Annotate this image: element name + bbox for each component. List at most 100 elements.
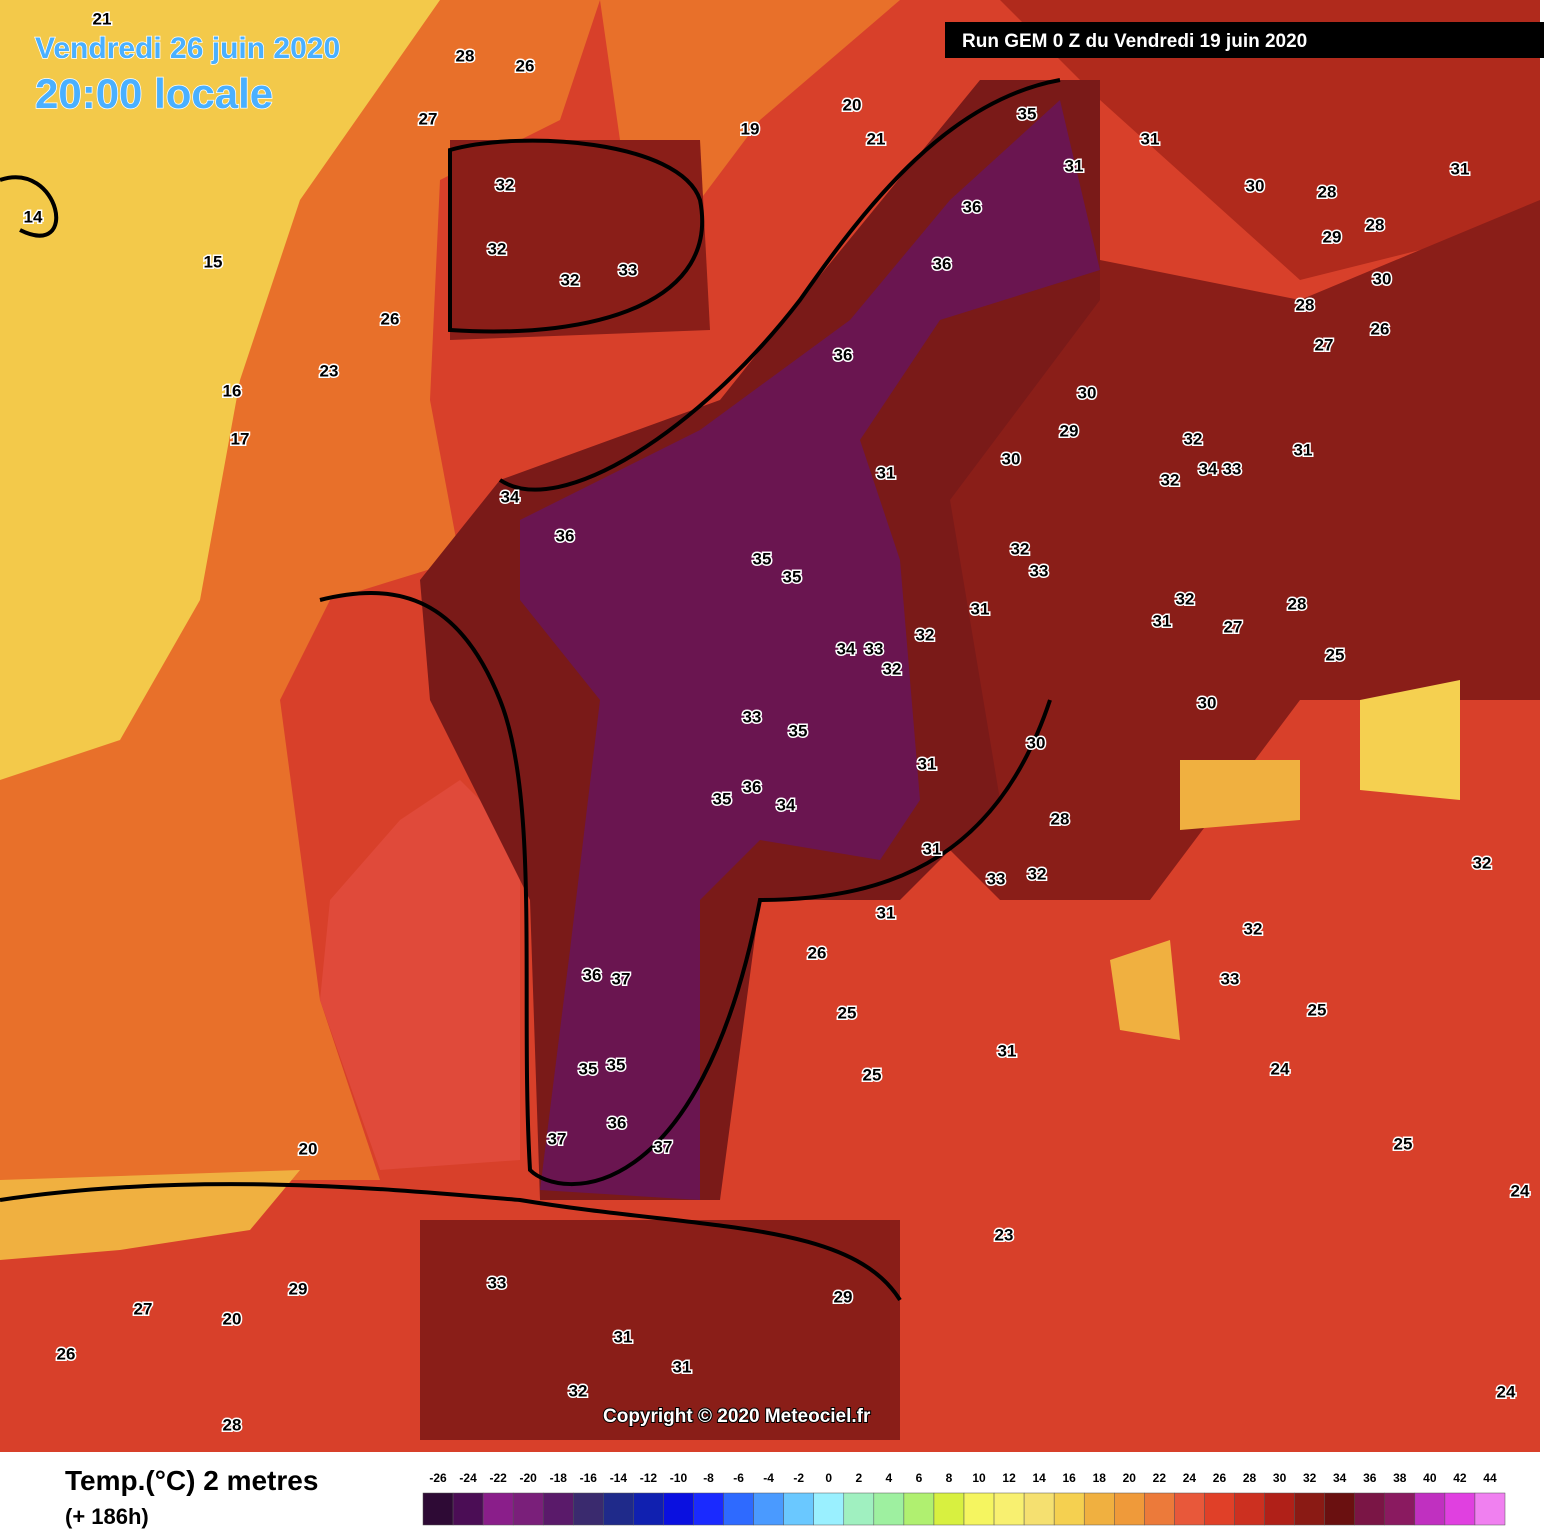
temperature-label: 36 — [743, 777, 762, 796]
temperature-label: 32 — [496, 175, 515, 194]
temperature-label: 30 — [1198, 693, 1217, 712]
scale-cell — [933, 1492, 965, 1526]
temperature-label: 16 — [223, 381, 242, 400]
scale-tick-label: 40 — [1423, 1471, 1437, 1485]
scale-cell — [573, 1492, 604, 1526]
scale-cell — [1294, 1492, 1325, 1526]
scale-cell — [873, 1492, 905, 1526]
scale-tick-label: 26 — [1213, 1471, 1227, 1485]
scale-cell — [1083, 1492, 1115, 1526]
temperature-label: 31 — [1451, 159, 1470, 178]
temperature-label: 26 — [516, 56, 535, 75]
legend-title: Temp.(°C) 2 metres — [65, 1465, 318, 1496]
temperature-label: 32 — [488, 239, 507, 258]
temperature-label: 35 — [753, 549, 772, 568]
valid-time: 20:00 locale — [35, 70, 273, 117]
scale-tick-label: -24 — [459, 1471, 477, 1485]
scale-cell — [693, 1492, 724, 1526]
scale-tick-label: 12 — [1002, 1471, 1016, 1485]
valid-date: Vendredi 26 juin 2020 — [35, 32, 340, 65]
scale-tick-label: -8 — [703, 1471, 714, 1485]
scale-tick-label: 30 — [1273, 1471, 1287, 1485]
temperature-label: 24 — [1497, 1382, 1516, 1401]
temperature-label: 27 — [1315, 335, 1334, 354]
temperature-label: 36 — [556, 526, 575, 545]
temperature-label: 29 — [1323, 227, 1342, 246]
temperature-label: 33 — [865, 639, 884, 658]
scale-tick-label: 10 — [972, 1471, 986, 1485]
temperature-label: 31 — [998, 1041, 1017, 1060]
temperature-label: 32 — [1176, 589, 1195, 608]
temperature-label: 25 — [838, 1003, 857, 1022]
scale-cell — [1234, 1492, 1265, 1526]
scale-cell — [813, 1492, 845, 1526]
temperature-label: 19 — [741, 119, 760, 138]
temperature-label: 17 — [231, 429, 250, 448]
scale-tick-label: 38 — [1393, 1471, 1407, 1485]
scale-tick-label: 24 — [1183, 1471, 1197, 1485]
temperature-label: 28 — [1366, 215, 1385, 234]
temperature-label: 31 — [971, 599, 990, 618]
color-scale: -26 -24 -22 -20 -18 -16 -14 -12 -10 -8 -6 -4 -2 0 2 4 6 8… — [422, 1471, 1506, 1526]
scale-tick-label: 8 — [946, 1471, 953, 1485]
scale-cell — [723, 1492, 754, 1526]
scale-cell — [603, 1492, 634, 1526]
scale-cell — [663, 1492, 694, 1526]
temperature-label: 20 — [843, 95, 862, 114]
scale-tick-label: -4 — [763, 1471, 774, 1485]
temperature-label: 27 — [134, 1299, 153, 1318]
temperature-label: 31 — [923, 839, 942, 858]
temperature-label: 26 — [808, 943, 827, 962]
temperature-label: 36 — [583, 965, 602, 984]
scale-cell — [1414, 1492, 1446, 1526]
temperature-label: 31 — [877, 463, 896, 482]
temperature-label: 23 — [995, 1225, 1014, 1244]
scale-tick-label: -26 — [429, 1471, 447, 1485]
temperature-label: 31 — [918, 754, 937, 773]
temperature-label: 33 — [619, 260, 638, 279]
temperature-label: 33 — [1030, 561, 1049, 580]
scale-tick-label: -2 — [793, 1471, 804, 1485]
scale-tick-label: -20 — [520, 1471, 538, 1485]
scale-cell — [512, 1492, 544, 1526]
temperature-label: 28 — [223, 1415, 242, 1434]
scale-cell — [963, 1492, 995, 1526]
scale-tick-label: -18 — [550, 1471, 568, 1485]
scale-cell — [482, 1492, 514, 1526]
temperature-label: 34 — [1199, 459, 1218, 478]
scale-cell — [1053, 1492, 1085, 1526]
temperature-label: 31 — [1141, 129, 1160, 148]
scale-tick-label: 0 — [825, 1471, 832, 1485]
scale-tick-label: 18 — [1093, 1471, 1107, 1485]
scale-tick-label: 42 — [1453, 1471, 1467, 1485]
scale-tick-label: 6 — [916, 1471, 923, 1485]
temperature-label: 34 — [837, 639, 856, 658]
temperature-label: 32 — [916, 625, 935, 644]
forecast-lead: (+ 186h) — [65, 1504, 149, 1529]
scale-cell — [903, 1492, 935, 1526]
temperature-label: 32 — [569, 1381, 588, 1400]
scale-cell — [1264, 1492, 1295, 1526]
temperature-label: 35 — [789, 721, 808, 740]
run-banner — [945, 22, 1544, 58]
temperature-label: 33 — [1223, 459, 1242, 478]
temperature-label: 31 — [673, 1357, 692, 1376]
scale-tick-label: 4 — [886, 1471, 893, 1485]
temperature-label: 31 — [1065, 156, 1084, 175]
temperature-label: 25 — [1394, 1134, 1413, 1153]
temperature-label: 31 — [1294, 440, 1313, 459]
temperature-label: 33 — [987, 869, 1006, 888]
scale-cell — [452, 1492, 484, 1526]
temperature-label: 20 — [223, 1309, 242, 1328]
temperature-label: 32 — [1011, 539, 1030, 558]
temperature-label: 28 — [1051, 809, 1070, 828]
temperature-label: 30 — [1002, 449, 1021, 468]
temperature-label: 31 — [1153, 611, 1172, 630]
temperature-label: 35 — [1018, 104, 1037, 123]
temperature-label: 29 — [289, 1279, 308, 1298]
copyright: Copyright © 2020 Meteociel.fr — [603, 1406, 871, 1427]
temperature-label: 20 — [299, 1139, 318, 1158]
temperature-label: 14 — [24, 207, 43, 226]
temperature-label: 26 — [381, 309, 400, 328]
